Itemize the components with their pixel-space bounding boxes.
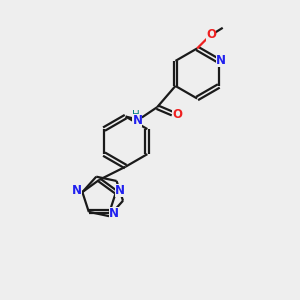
Text: N: N	[216, 54, 226, 68]
Text: N: N	[133, 114, 142, 127]
Text: N: N	[72, 184, 82, 197]
Text: N: N	[115, 184, 125, 197]
Text: O: O	[172, 108, 182, 121]
Text: H: H	[131, 110, 139, 119]
Text: O: O	[206, 28, 216, 41]
Text: N: N	[109, 206, 119, 220]
